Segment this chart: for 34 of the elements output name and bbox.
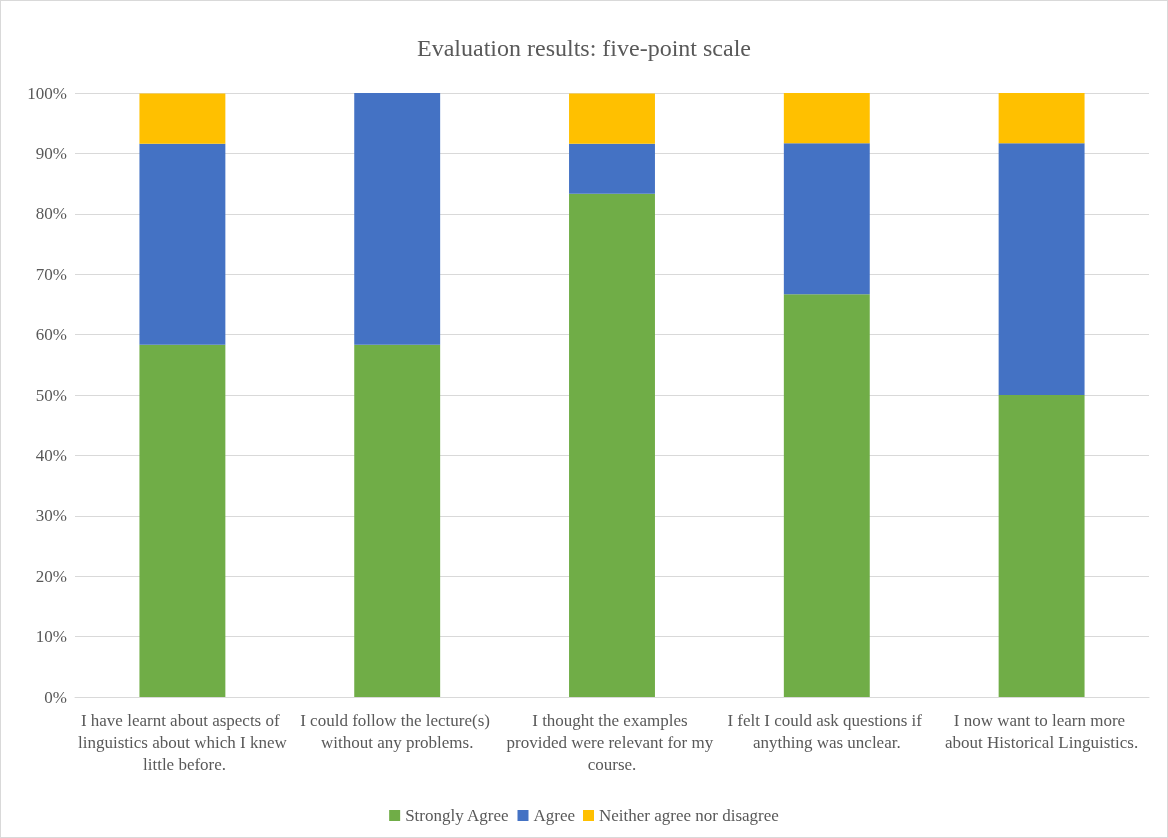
y-tick-label: 80% (35, 204, 67, 224)
bar (783, 294, 870, 697)
bar (569, 143, 655, 194)
bar (139, 344, 226, 697)
bar (783, 143, 870, 295)
bar (354, 344, 441, 697)
legend-label: Neither agree nor disagree (599, 806, 779, 825)
x-tick-label: I felt I could ask questions if anything was unclear. (727, 710, 927, 752)
bar (783, 93, 870, 144)
legend-label: Agree (533, 806, 576, 825)
bar (139, 93, 226, 144)
x-tick-label: I thought the examples provided were relevant for my course. (506, 710, 718, 774)
y-tick-label: 60% (35, 325, 67, 345)
x-tick-label: I now want to learn more about Historical Linguistics. (945, 710, 1139, 752)
bar (139, 143, 226, 345)
y-tick-label: 10% (35, 627, 67, 647)
chart-title: Evaluation results: five-point scale (417, 35, 751, 61)
legend-label: Strongly Agree (405, 806, 509, 825)
bar (998, 143, 1085, 395)
bar (998, 93, 1085, 144)
y-tick-label: 90% (35, 143, 67, 163)
y-tick-label: 70% (35, 264, 67, 284)
y-tick-label: 100% (27, 83, 67, 103)
x-tick-label: I have learnt about aspects of linguistics about which I knew little before. (78, 710, 288, 774)
y-tick-label: 30% (35, 506, 67, 526)
bar (569, 193, 655, 697)
y-tick-label: 50% (35, 385, 67, 405)
bar (569, 93, 655, 144)
y-tick-label: 40% (35, 445, 67, 465)
y-tick-label: 20% (35, 566, 67, 586)
bar (998, 395, 1085, 697)
x-tick-label: I could follow the lecture(s) without any problems. (300, 710, 495, 752)
bar (354, 93, 441, 345)
y-tick-label: 0% (44, 687, 67, 707)
